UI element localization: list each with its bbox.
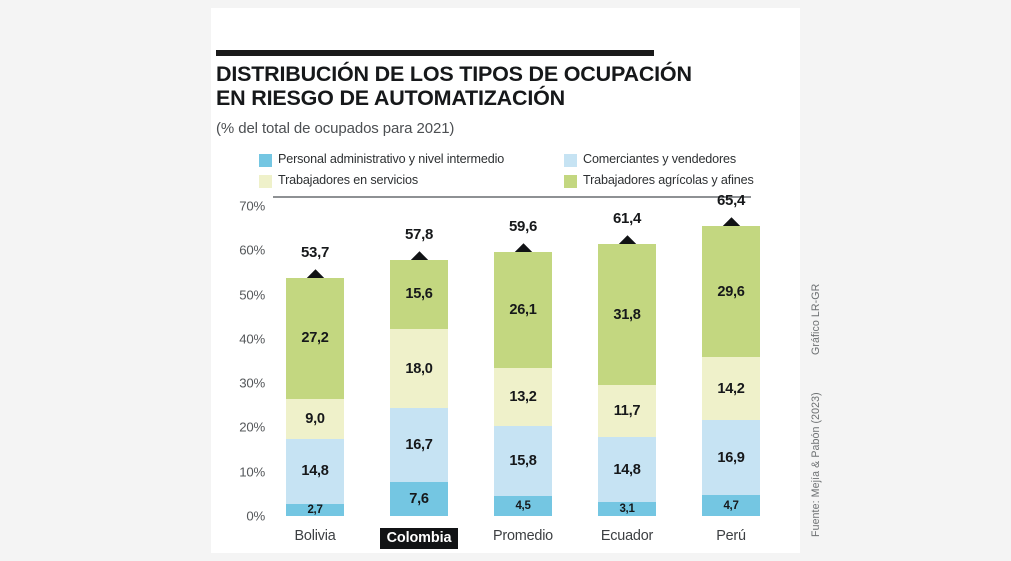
x-axis-label-bolivia[interactable]: Bolivia (260, 528, 370, 544)
graphic-credit: Gráfico LR-GR (810, 283, 822, 355)
legend-label-0: Personal administrativo y nivel intermed… (278, 152, 505, 166)
bar-segment-value: 16,7 (405, 437, 433, 454)
x-axis-baseline (273, 196, 751, 198)
x-axis-label-text: Bolivia (294, 528, 336, 544)
bar-segment-value: 18,0 (405, 360, 433, 377)
bar-segment-value: 31,8 (613, 306, 641, 323)
legend-label-2: Trabajadores en servicios (278, 173, 418, 187)
bar-group-bolivia[interactable]: 27,2 9,0 14,8 2,7 (286, 278, 344, 516)
x-axis-label-text: Promedio (493, 528, 553, 544)
bar-group-promedio[interactable]: 26,1 13,2 15,8 4,5 (494, 252, 552, 516)
bar-segment-value: 9,0 (305, 410, 325, 427)
bar-segment-value: 27,2 (301, 330, 329, 347)
bar-segment-perú-3[interactable]: 29,6 (702, 226, 760, 358)
legend-item-2[interactable]: Trabajadores en servicios (259, 173, 418, 188)
plot-area: 0% 10% 20% 30% 40% 50% 60% 70% 53,7 27,2 9,0 14,8 2… (211, 192, 800, 526)
y-tick-40: 40% (239, 331, 265, 347)
bar-segment-value: 14,8 (301, 463, 329, 480)
y-tick-70: 70% (239, 198, 265, 214)
bar-segment-value: 15,6 (405, 286, 433, 303)
y-tick-0: 0% (246, 508, 265, 524)
bar-segment-colombia-1[interactable]: 16,7 (390, 408, 448, 483)
bar-segment-bolivia-0[interactable]: 2,7 (286, 504, 344, 516)
x-axis-label-perú[interactable]: Perú (676, 528, 786, 544)
bar-segment-perú-0[interactable]: 4,7 (702, 495, 760, 516)
bar-segment-colombia-0[interactable]: 7,6 (390, 482, 448, 516)
legend-label-3: Trabajadores agrícolas y afines (583, 173, 754, 187)
x-axis-label-text: Perú (716, 528, 746, 544)
legend-item-0[interactable]: Personal administrativo y nivel intermed… (259, 152, 504, 167)
bar-segment-perú-2[interactable]: 14,2 (702, 357, 760, 421)
x-axis-label-ecuador[interactable]: Ecuador (572, 528, 682, 544)
chart-legend: Personal administrativo y nivel intermed… (259, 152, 804, 196)
title-rule (216, 50, 654, 56)
bar-segment-value: 7,6 (409, 491, 429, 508)
legend-label-1: Comerciantes y vendedores (583, 152, 737, 166)
bar-segment-value: 29,6 (717, 283, 745, 300)
legend-item-1[interactable]: Comerciantes y vendedores (564, 152, 736, 167)
x-axis-labels: Bolivia Colombia Promedio Ecuador Perú (211, 526, 800, 556)
bar-segment-value: 2,7 (307, 504, 323, 517)
legend-swatch-icon-1 (564, 154, 577, 167)
total-label-bolivia: 53,7 (301, 244, 329, 262)
bar-segment-bolivia-1[interactable]: 14,8 (286, 438, 344, 505)
bar-segment-value: 15,8 (509, 453, 537, 470)
y-tick-30: 30% (239, 375, 265, 391)
bar-segment-promedio-1[interactable]: 15,8 (494, 426, 552, 497)
bar-segment-ecuador-3[interactable]: 31,8 (598, 244, 656, 385)
y-tick-50: 50% (239, 287, 265, 303)
legend-swatch-icon-3 (564, 175, 577, 188)
bar-segment-bolivia-3[interactable]: 27,2 (286, 278, 344, 399)
legend-swatch-icon-0 (259, 154, 272, 167)
bar-segment-value: 14,2 (717, 380, 745, 397)
bar-segment-ecuador-0[interactable]: 3,1 (598, 502, 656, 516)
bar-segment-value: 14,8 (613, 461, 641, 478)
total-label-promedio: 59,6 (509, 218, 537, 236)
x-axis-label-text: Colombia (379, 528, 459, 549)
x-axis-label-promedio[interactable]: Promedio (468, 528, 578, 544)
y-tick-10: 10% (239, 464, 265, 480)
bar-segment-value: 26,1 (509, 301, 537, 318)
bar-group-ecuador[interactable]: 31,8 11,7 14,8 3,1 (598, 244, 656, 516)
bar-segment-promedio-2[interactable]: 13,2 (494, 367, 552, 427)
chart-card: DISTRIBUCIÓN DE LOS TIPOS DE OCUPACIÓN E… (211, 8, 800, 553)
bar-segment-value: 16,9 (717, 449, 745, 466)
y-tick-20: 20% (239, 419, 265, 435)
bar-segment-promedio-3[interactable]: 26,1 (494, 252, 552, 368)
legend-item-3[interactable]: Trabajadores agrícolas y afines (564, 173, 754, 188)
bar-segment-ecuador-1[interactable]: 14,8 (598, 436, 656, 503)
source-credit: Fuente: Mejía & Pabón (2023) (810, 392, 822, 537)
page-title: DISTRIBUCIÓN DE LOS TIPOS DE OCUPACIÓN E… (216, 62, 736, 111)
legend-swatch-icon-2 (259, 175, 272, 188)
bar-segment-colombia-3[interactable]: 15,6 (390, 259, 448, 329)
bar-segment-colombia-2[interactable]: 18,0 (390, 328, 448, 409)
bar-segment-value: 3,1 (619, 503, 635, 516)
y-tick-60: 60% (239, 242, 265, 258)
bar-segment-value: 4,5 (515, 500, 531, 513)
title-line-1: DISTRIBUCIÓN DE LOS TIPOS DE OCUPACIÓN (216, 62, 692, 86)
bar-segment-value: 13,2 (509, 388, 537, 405)
bar-segment-value: 4,7 (723, 499, 739, 512)
bar-group-colombia[interactable]: 15,6 18,0 16,7 7,6 (390, 259, 448, 516)
bar-group-perú[interactable]: 29,6 14,2 16,9 4,7 (702, 226, 760, 516)
bar-segment-promedio-0[interactable]: 4,5 (494, 496, 552, 516)
bar-segment-bolivia-2[interactable]: 9,0 (286, 398, 344, 439)
x-axis-label-colombia[interactable]: Colombia (364, 528, 474, 549)
chart-subtitle: (% del total de ocupados para 2021) (216, 120, 455, 137)
bar-segment-value: 11,7 (613, 402, 641, 419)
x-axis-label-text: Ecuador (600, 528, 654, 544)
total-label-ecuador: 61,4 (613, 210, 641, 228)
bar-segment-ecuador-2[interactable]: 11,7 (598, 384, 656, 437)
total-label-perú: 65,4 (717, 192, 745, 210)
bar-segment-perú-1[interactable]: 16,9 (702, 420, 760, 496)
title-line-2: EN RIESGO DE AUTOMATIZACIÓN (216, 86, 565, 111)
total-label-colombia: 57,8 (405, 226, 433, 244)
